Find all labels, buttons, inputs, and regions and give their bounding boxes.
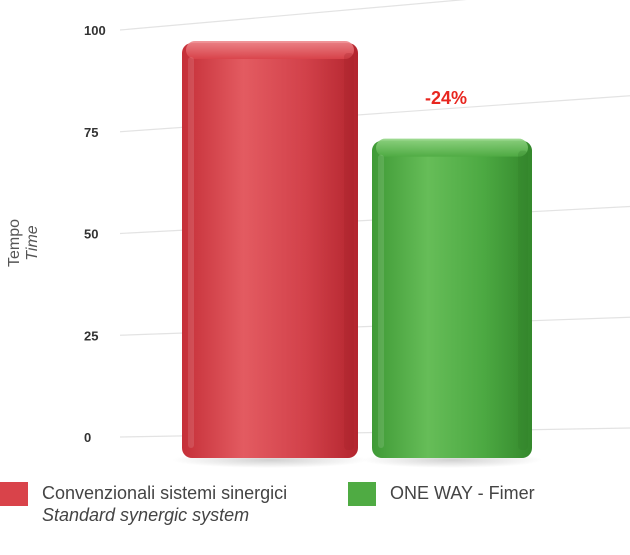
legend-swatch-green [348, 482, 376, 506]
legend-item-oneway: ONE WAY - Fimer [348, 482, 535, 506]
y-axis-subtitle: Time [24, 225, 41, 261]
annotations: -24% [425, 88, 467, 108]
y-tick-label: 75 [84, 125, 98, 140]
legend-label-conventional: Convenzionali sistemi sinergici Standard… [42, 482, 287, 526]
y-axis-title: Tempo [6, 218, 23, 268]
y-tick-label: 0 [84, 430, 91, 445]
bar-1 [372, 140, 532, 458]
bar-highlight [188, 57, 194, 448]
y-axis-ticks: 0 25 50 75 100 [84, 23, 106, 445]
y-tick-label: 25 [84, 328, 98, 343]
legend-swatch-red [0, 482, 28, 506]
annotation-label: -24% [425, 88, 467, 108]
bar-shade [344, 53, 354, 450]
legend-label-oneway: ONE WAY - Fimer [390, 483, 535, 503]
bar-top-face [376, 138, 528, 157]
y-axis-label: Tempo Time [6, 219, 42, 267]
bar-shade [518, 150, 528, 450]
grid-line [119, 0, 467, 31]
legend: Convenzionali sistemi sinergici Standard… [0, 482, 630, 555]
bars [172, 41, 542, 468]
bar-highlight [378, 154, 384, 448]
chart-plot-area: 0 25 50 75 100 -24% [84, 0, 630, 468]
y-tick-label: 50 [84, 227, 98, 242]
bar-top-face [186, 41, 354, 59]
legend-item-conventional: Convenzionali sistemi sinergici Standard… [0, 482, 287, 526]
y-tick-label: 100 [84, 23, 106, 38]
legend-label-sub: Standard synergic system [42, 505, 250, 525]
bar-0 [182, 43, 358, 458]
legend-label-main: Convenzionali sistemi sinergici [42, 483, 288, 503]
